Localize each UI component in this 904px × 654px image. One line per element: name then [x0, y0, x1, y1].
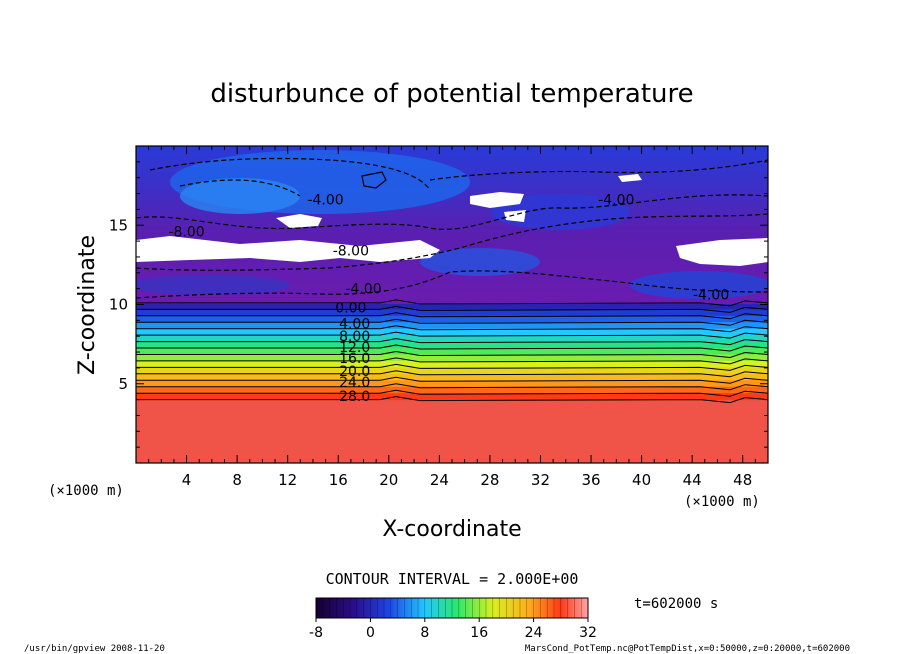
y-axis-title: Z-coordinate [75, 235, 100, 375]
time-label: t=602000 s [634, 596, 718, 612]
x-tick-label: 20 [379, 471, 398, 489]
chart-title: disturbunce of potential temperature [210, 79, 693, 109]
x-tick-label: 24 [430, 471, 449, 489]
x-tick-label: 40 [632, 471, 651, 489]
x-tick-label: 12 [278, 471, 297, 489]
x-tick-label: 48 [733, 471, 752, 489]
isoline [136, 305, 768, 313]
contour-label: 20.0 [339, 364, 370, 380]
isoline [136, 363, 768, 371]
isoline [136, 370, 768, 378]
blue-blob [180, 178, 300, 214]
contour-label: 28.0 [339, 389, 370, 405]
x-axis-title: X-coordinate [382, 517, 521, 542]
band [136, 360, 768, 368]
band [136, 328, 768, 336]
y-axis-ticks: 5 10 15 [109, 161, 768, 448]
colorbar-tick-label: 24 [525, 625, 543, 641]
colorbar-tick-label: 0 [366, 625, 375, 641]
isoline [136, 376, 768, 384]
band [136, 393, 768, 401]
warm-layer [136, 398, 768, 463]
x-tick-label: 44 [683, 471, 702, 489]
isoline [136, 325, 768, 333]
isoline [136, 299, 768, 307]
contour-labels: -4.00 -4.00 -8.00 -8.00 -4.00 -4.00 0.004.008.… [168, 193, 729, 406]
positive-contours [136, 299, 768, 404]
x-tick-label: 32 [531, 471, 550, 489]
blue-blob [490, 194, 630, 230]
colorbar-tick-label: 8 [420, 625, 429, 641]
band [136, 373, 768, 381]
band [136, 348, 768, 355]
x-tick-label: 28 [480, 471, 499, 489]
band [136, 354, 768, 362]
white-gap [136, 236, 440, 262]
isoline [136, 312, 768, 320]
y-unit-label: (×1000 m) [48, 483, 124, 499]
band [136, 315, 768, 323]
white-gap [618, 174, 642, 182]
band [136, 380, 768, 388]
colorbar-ticks: -8 0 8 16 24 32 [309, 618, 597, 641]
footer-left: /usr/bin/gpview 2008-11-20 [24, 644, 165, 654]
band [136, 341, 768, 349]
contour-label: 0.00 [335, 300, 366, 316]
x-axis-ticks: 4 8 12 16 20 24 28 32 36 40 44 48 [148, 146, 756, 489]
y-tick-label: 5 [118, 375, 128, 393]
band [136, 322, 768, 330]
white-gap [676, 238, 768, 266]
contour-label: -8.00 [333, 243, 369, 259]
isoline [136, 389, 768, 397]
blue-blob [136, 275, 290, 295]
y-tick-label: 15 [109, 216, 128, 234]
contour-label: -8.00 [168, 224, 204, 240]
contour-label: 16.0 [339, 351, 370, 367]
band [136, 302, 768, 310]
solid-contour [361, 171, 387, 189]
white-gap [276, 214, 322, 228]
stratified-bands [136, 302, 768, 401]
band [136, 335, 768, 343]
band [136, 367, 768, 375]
isoline [136, 318, 768, 326]
contour-interval: CONTOUR INTERVAL = 2.000E+00 [326, 570, 579, 588]
x-tick-label: 8 [232, 471, 242, 489]
contour-label: -4.00 [345, 281, 381, 297]
isoline [136, 344, 768, 352]
white-gap [470, 192, 524, 208]
x-unit-label: (×1000 m) [684, 494, 760, 510]
colorbar-tick-label: 16 [470, 625, 488, 641]
contour-label: 12.0 [339, 340, 370, 356]
band [136, 309, 768, 317]
y-tick-label: 10 [109, 296, 128, 314]
contour-label: -4.00 [693, 288, 729, 304]
isoline [136, 383, 768, 391]
heatmap-field [136, 146, 768, 463]
isoline [136, 396, 768, 404]
isoline [136, 338, 768, 346]
footer-right: MarsCond_PotTemp.nc@PotTempDist,x=0:5000… [525, 644, 850, 654]
x-tick-label: 16 [329, 471, 348, 489]
x-tick-label: 36 [581, 471, 600, 489]
colorbar-tick-label: 32 [579, 625, 597, 641]
isoline [136, 357, 768, 365]
contour-label: 8.00 [339, 329, 370, 345]
isoline [136, 331, 768, 339]
contour-label: -4.00 [598, 193, 634, 209]
contour-label: 4.00 [339, 316, 370, 332]
x-tick-label: 4 [182, 471, 192, 489]
contour-label: 24.0 [339, 375, 370, 391]
negative-contours [136, 157, 768, 299]
band [136, 386, 768, 394]
colorbar-tick-label: -8 [309, 625, 323, 641]
isoline [136, 350, 768, 359]
blue-blob [420, 248, 540, 276]
colorbar-dividers [322, 598, 582, 618]
contour-label: -4.00 [307, 193, 343, 209]
